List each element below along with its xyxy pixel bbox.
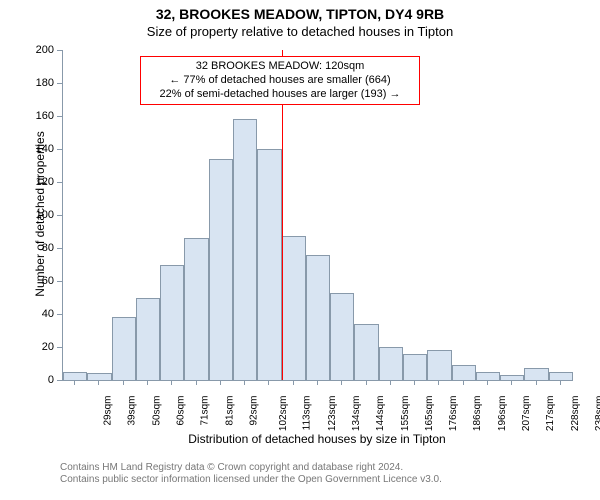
x-tick bbox=[536, 380, 537, 385]
footer-line-2: Contains public sector information licen… bbox=[60, 474, 442, 486]
x-tick bbox=[171, 380, 172, 385]
histogram-bar bbox=[500, 375, 524, 380]
x-tick-label: 176sqm bbox=[448, 396, 459, 432]
y-tick bbox=[57, 281, 62, 282]
histogram-bar bbox=[379, 347, 403, 380]
y-tick-label: 200 bbox=[26, 44, 54, 56]
x-tick bbox=[220, 380, 221, 385]
x-tick-label: 50sqm bbox=[151, 396, 162, 426]
histogram-bar bbox=[549, 372, 573, 380]
histogram-bar bbox=[87, 373, 111, 380]
x-tick-label: 217sqm bbox=[545, 396, 556, 432]
y-tick bbox=[57, 347, 62, 348]
x-tick bbox=[487, 380, 488, 385]
footer-line-1: Contains HM Land Registry data © Crown c… bbox=[60, 462, 442, 474]
x-tick bbox=[390, 380, 391, 385]
y-tick-label: 120 bbox=[26, 176, 54, 188]
x-tick bbox=[366, 380, 367, 385]
y-tick bbox=[57, 50, 62, 51]
x-tick bbox=[147, 380, 148, 385]
annotation-callout: 32 BROOKES MEADOW: 120sqm ← 77% of detac… bbox=[140, 56, 420, 105]
x-axis-label: Distribution of detached houses by size … bbox=[62, 432, 572, 446]
histogram-bar bbox=[112, 317, 136, 380]
x-tick bbox=[511, 380, 512, 385]
histogram-bar bbox=[136, 298, 160, 381]
x-tick bbox=[293, 380, 294, 385]
histogram-bar bbox=[282, 236, 306, 380]
x-tick-label: 155sqm bbox=[400, 396, 411, 432]
x-tick-label: 228sqm bbox=[570, 396, 581, 432]
histogram-bar bbox=[452, 365, 476, 380]
page-title: 32, BROOKES MEADOW, TIPTON, DY4 9RB bbox=[0, 0, 600, 22]
x-tick-label: 196sqm bbox=[497, 396, 508, 432]
x-tick bbox=[414, 380, 415, 385]
x-tick-label: 134sqm bbox=[351, 396, 362, 432]
y-tick-label: 180 bbox=[26, 77, 54, 89]
x-tick-label: 60sqm bbox=[176, 396, 187, 426]
x-tick-label: 81sqm bbox=[224, 396, 235, 426]
x-tick-label: 238sqm bbox=[594, 396, 600, 432]
histogram-bar bbox=[63, 372, 87, 380]
annotation-line-2: ← 77% of detached houses are smaller (66… bbox=[147, 74, 413, 88]
annotation-line-1: 32 BROOKES MEADOW: 120sqm bbox=[147, 60, 413, 74]
y-tick bbox=[57, 380, 62, 381]
histogram-bar bbox=[354, 324, 378, 380]
y-tick-label: 0 bbox=[26, 374, 54, 386]
y-tick bbox=[57, 182, 62, 183]
y-tick bbox=[57, 248, 62, 249]
histogram-bar bbox=[403, 354, 427, 380]
x-tick-label: 165sqm bbox=[424, 396, 435, 432]
y-tick bbox=[57, 314, 62, 315]
y-tick-label: 80 bbox=[26, 242, 54, 254]
histogram-bar bbox=[306, 255, 330, 380]
y-tick bbox=[57, 215, 62, 216]
x-tick bbox=[244, 380, 245, 385]
histogram-bar bbox=[257, 149, 281, 380]
x-tick-label: 186sqm bbox=[473, 396, 484, 432]
x-tick bbox=[123, 380, 124, 385]
x-tick-label: 102sqm bbox=[278, 396, 289, 432]
y-tick-label: 20 bbox=[26, 341, 54, 353]
histogram-bar bbox=[233, 119, 257, 380]
histogram-bar bbox=[330, 293, 354, 380]
annotation-line-3: 22% of semi-detached houses are larger (… bbox=[147, 88, 413, 102]
x-tick-label: 39sqm bbox=[127, 396, 138, 426]
footer-attribution: Contains HM Land Registry data © Crown c… bbox=[60, 462, 442, 486]
histogram-bar bbox=[209, 159, 233, 380]
y-tick bbox=[57, 149, 62, 150]
chart-container: 32, BROOKES MEADOW, TIPTON, DY4 9RB Size… bbox=[0, 0, 600, 500]
histogram-bar bbox=[160, 265, 184, 381]
x-tick-label: 71sqm bbox=[200, 396, 211, 426]
x-tick bbox=[74, 380, 75, 385]
y-tick-label: 140 bbox=[26, 143, 54, 155]
x-tick bbox=[463, 380, 464, 385]
histogram-bar bbox=[524, 368, 548, 380]
y-tick-label: 60 bbox=[26, 275, 54, 287]
x-tick bbox=[317, 380, 318, 385]
x-tick bbox=[560, 380, 561, 385]
x-tick-label: 144sqm bbox=[375, 396, 386, 432]
x-tick-label: 113sqm bbox=[302, 396, 313, 431]
x-tick-label: 123sqm bbox=[327, 396, 338, 432]
x-tick-label: 92sqm bbox=[248, 396, 259, 426]
histogram-bar bbox=[476, 372, 500, 380]
x-tick bbox=[438, 380, 439, 385]
y-tick bbox=[57, 116, 62, 117]
x-tick bbox=[341, 380, 342, 385]
x-tick-label: 29sqm bbox=[103, 396, 114, 426]
histogram-bar bbox=[427, 350, 451, 380]
histogram-bar bbox=[184, 238, 208, 380]
y-tick-label: 160 bbox=[26, 110, 54, 122]
y-tick bbox=[57, 83, 62, 84]
x-tick bbox=[98, 380, 99, 385]
x-tick bbox=[196, 380, 197, 385]
x-tick bbox=[268, 380, 269, 385]
page-subtitle: Size of property relative to detached ho… bbox=[0, 22, 600, 39]
y-tick-label: 40 bbox=[26, 308, 54, 320]
y-tick-label: 100 bbox=[26, 209, 54, 221]
x-tick-label: 207sqm bbox=[521, 396, 532, 432]
